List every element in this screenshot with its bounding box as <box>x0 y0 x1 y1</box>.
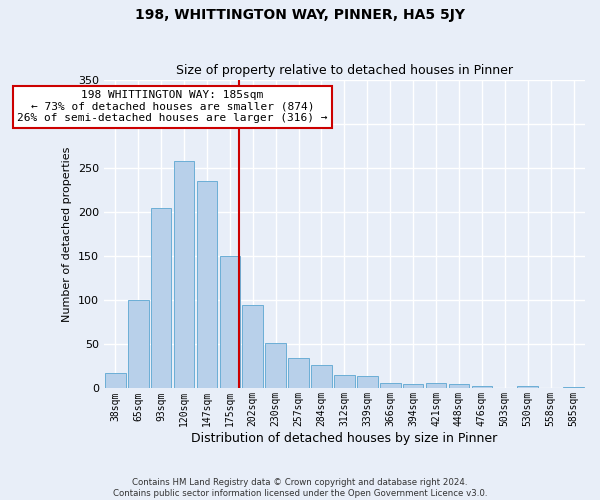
Bar <box>197 181 217 388</box>
Text: 198 WHITTINGTON WAY: 185sqm
← 73% of detached houses are smaller (874)
26% of se: 198 WHITTINGTON WAY: 185sqm ← 73% of det… <box>17 90 328 124</box>
Bar <box>449 384 469 388</box>
Bar <box>517 386 538 388</box>
Bar <box>265 342 286 388</box>
Bar <box>563 386 584 388</box>
Bar <box>472 386 492 388</box>
Bar <box>311 366 332 388</box>
X-axis label: Distribution of detached houses by size in Pinner: Distribution of detached houses by size … <box>191 432 497 445</box>
Bar <box>334 375 355 388</box>
Bar <box>242 304 263 388</box>
Bar <box>380 383 401 388</box>
Bar <box>220 256 240 388</box>
Y-axis label: Number of detached properties: Number of detached properties <box>62 146 72 322</box>
Text: Contains HM Land Registry data © Crown copyright and database right 2024.
Contai: Contains HM Land Registry data © Crown c… <box>113 478 487 498</box>
Bar <box>151 208 172 388</box>
Title: Size of property relative to detached houses in Pinner: Size of property relative to detached ho… <box>176 64 513 77</box>
Bar <box>357 376 377 388</box>
Text: 198, WHITTINGTON WAY, PINNER, HA5 5JY: 198, WHITTINGTON WAY, PINNER, HA5 5JY <box>135 8 465 22</box>
Bar <box>174 160 194 388</box>
Bar <box>288 358 309 388</box>
Bar <box>426 383 446 388</box>
Bar <box>105 372 125 388</box>
Bar <box>128 300 149 388</box>
Bar <box>403 384 424 388</box>
